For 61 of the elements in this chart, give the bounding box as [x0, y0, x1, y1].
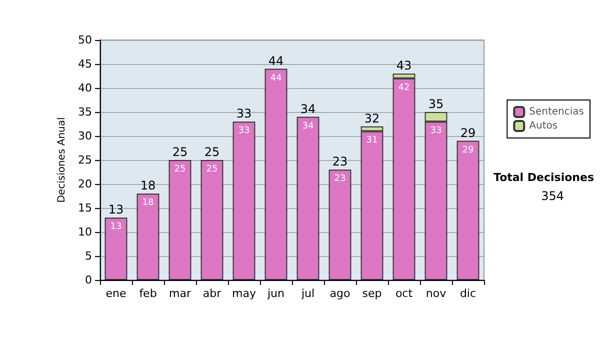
x-tick-label: ago — [330, 287, 350, 300]
x-tick-label: dic — [460, 287, 476, 300]
total-label: 35 — [428, 97, 444, 111]
x-tick-label: abr — [202, 287, 222, 300]
total-label: 25 — [172, 145, 188, 159]
y-tick-label: 0 — [85, 274, 92, 286]
y-tick-label: 40 — [78, 82, 92, 94]
data-label: 42 — [398, 82, 410, 93]
total-label: 33 — [236, 106, 252, 121]
y-tick-label: 25 — [78, 154, 92, 166]
y-tick-label: 30 — [78, 130, 92, 142]
x-tick-label: sep — [362, 287, 382, 300]
bar — [104, 218, 128, 280]
bar — [264, 68, 288, 280]
x-tick-label: nov — [426, 287, 447, 300]
data-label: 23 — [334, 174, 346, 184]
data-label: 13 — [110, 222, 122, 232]
data-label: 33 — [430, 126, 442, 136]
bar — [456, 140, 480, 280]
x-tick-label: jun — [266, 287, 285, 300]
data-label: 25 — [174, 164, 186, 174]
legend-label: Autos — [529, 120, 558, 132]
data-label: 33 — [238, 126, 250, 136]
y-tick-label: 5 — [85, 250, 92, 262]
legend-label: Sentencias — [529, 106, 584, 118]
data-label: 18 — [142, 198, 154, 208]
total-label: 34 — [300, 102, 316, 116]
total-label: 23 — [332, 154, 348, 169]
text: Total Decisiones — [494, 171, 594, 184]
data-label: 25 — [206, 164, 218, 174]
total-label: 25 — [204, 145, 220, 159]
data-label: 29 — [462, 145, 474, 156]
total-label: 44 — [268, 54, 284, 68]
y-tick-label: 50 — [78, 34, 92, 46]
x-tick-label: ene — [106, 287, 126, 300]
text: 354 — [541, 189, 564, 203]
y-tick-label: 20 — [78, 178, 92, 190]
x-tick-label: feb — [139, 287, 157, 300]
x-tick-label: jul — [300, 287, 315, 300]
total-label: 13 — [108, 202, 124, 217]
bar — [296, 116, 320, 280]
y-axis-title: Decisiones Anual — [56, 117, 68, 203]
total-label: 29 — [460, 126, 476, 140]
bar — [136, 194, 160, 280]
data-label: 31 — [366, 136, 378, 146]
x-tick-label: oct — [395, 287, 414, 300]
y-tick-label: 15 — [78, 202, 92, 214]
y-tick-label: 10 — [78, 226, 92, 238]
x-tick-label: mar — [169, 287, 192, 300]
bar — [232, 122, 256, 280]
bar — [200, 160, 224, 280]
y-tick-label: 45 — [78, 58, 92, 70]
total-label: 43 — [396, 58, 412, 73]
bar — [168, 160, 192, 280]
data-label: 44 — [270, 73, 282, 84]
y-tick-label: 35 — [78, 106, 92, 118]
bar — [328, 170, 352, 280]
x-tick-label: may — [232, 287, 256, 300]
total-label: 32 — [364, 111, 380, 126]
data-label: 34 — [302, 121, 314, 132]
total-label: 18 — [140, 178, 156, 193]
